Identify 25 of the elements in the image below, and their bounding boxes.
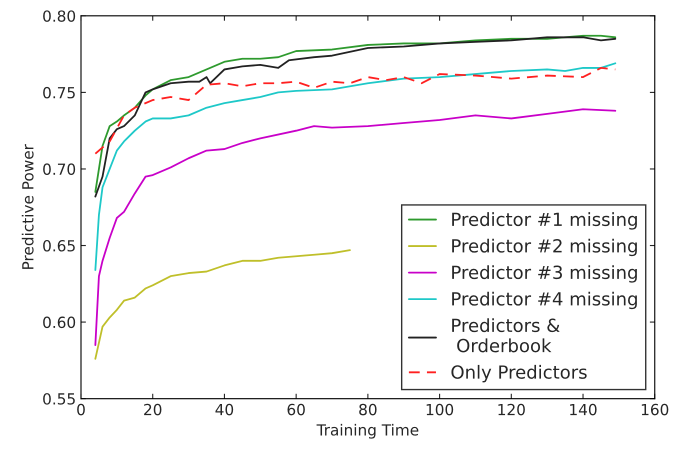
x-tick-label: 0 (77, 404, 85, 416)
y-tick-label: 0.80 (43, 10, 76, 22)
line-series (94, 67, 616, 155)
legend-label: Predictor #4 missing (452, 292, 637, 310)
y-tick-label: 0.75 (43, 86, 75, 98)
x-tick-label: 100 (426, 404, 454, 416)
legend-label: Predictor #1 missing (452, 212, 637, 230)
y-axis-title: Predictive Power (22, 144, 34, 269)
y-tick-label: 0.70 (43, 163, 76, 175)
legend-label: Only Predictors (451, 364, 587, 382)
x-axis-title: Training Time (316, 424, 418, 439)
x-tick-label: 160 (642, 404, 668, 416)
x-tick-label: 140 (570, 404, 597, 416)
x-tick-label: 20 (144, 404, 162, 416)
x-tick-label: 40 (215, 404, 234, 416)
y-tick-label: 0.65 (43, 240, 75, 252)
legend-label: Predictor #3 missing (452, 265, 637, 283)
x-tick-label: 60 (288, 404, 305, 416)
y-tick-label: 0.60 (43, 316, 76, 328)
x-tick-label: 80 (359, 404, 377, 416)
line-series (94, 249, 351, 360)
y-tick-label: 0.55 (43, 393, 75, 405)
x-tick-label: 120 (498, 404, 525, 416)
legend-label: Predictors & Orderbook (452, 318, 560, 352)
legend-label: Predictor #2 missing (452, 238, 637, 256)
